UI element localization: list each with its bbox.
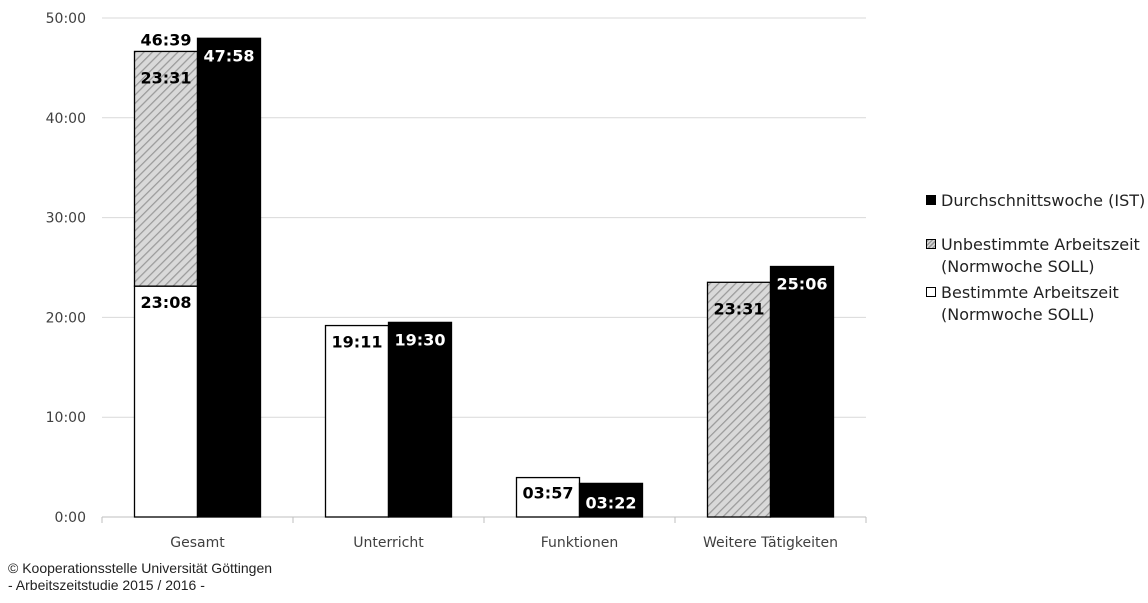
- bar-ist: [769, 265, 835, 518]
- legend-swatch-unbestimmt: [926, 239, 936, 249]
- legend-label-unbestimmt-line1: Unbestimmte Arbeitszeit: [941, 235, 1140, 254]
- bar-chart: 0:00 10:00 20:00 30:00 40:00 50:00 23:08 23:31…: [46, 11, 867, 551]
- data-label-bestimmt: 03:57: [523, 484, 574, 503]
- data-label-total: 46:39: [141, 30, 192, 49]
- x-category-label: Unterricht: [353, 535, 424, 551]
- legend-item-bestimmt: Bestimmte Arbeitszeit (Normwoche SOLL): [926, 282, 1148, 326]
- legend-label-bestimmt: Bestimmte Arbeitszeit (Normwoche SOLL): [941, 282, 1119, 326]
- data-labels: 23:08 23:31 47:58 19:11 19:30 03:57 03:22 23:31…: [141, 30, 828, 512]
- y-axis-ticks: 0:00 10:00 20:00 30:00 40:00 50:00: [46, 11, 86, 526]
- x-category-label: Weitere Tätigkeiten: [703, 535, 838, 551]
- y-tick-label: 30:00: [46, 211, 86, 227]
- data-label-ist: 03:22: [586, 493, 637, 512]
- legend-swatch-bestimmt: [926, 287, 936, 297]
- study-line: - Arbeitszeitstudie 2015 / 2016 -: [8, 577, 205, 593]
- data-label-bestimmt: 23:08: [141, 293, 192, 312]
- bar-ist: [578, 482, 644, 518]
- bar-ist: [196, 37, 262, 518]
- legend-label-bestimmt-line2: (Normwoche SOLL): [941, 305, 1095, 324]
- data-label-unbestimmt: 23:31: [714, 299, 765, 318]
- legend-item-ist: Durchschnittswoche (IST): [926, 190, 1148, 212]
- legend-item-unbestimmt: Unbestimmte Arbeitszeit (Normwoche SOLL): [926, 234, 1148, 278]
- data-label-ist: 47:58: [204, 46, 255, 65]
- bar-bestimmt: [133, 285, 199, 518]
- x-category-label: Funktionen: [541, 535, 618, 551]
- bar-bestimmt: [324, 324, 390, 518]
- legend-swatch-ist: [926, 195, 936, 205]
- bar-unbestimmt: [706, 281, 772, 518]
- data-label-ist: 25:06: [777, 275, 828, 294]
- data-label-bestimmt: 19:11: [332, 333, 383, 352]
- bar-unbestimmt: [133, 50, 199, 287]
- y-tick-label: 0:00: [55, 510, 86, 526]
- x-axis-categories: Gesamt Unterricht Funktionen Weitere Tätigk…: [170, 535, 838, 551]
- bar-ist: [387, 321, 453, 518]
- data-label-unbestimmt: 23:31: [141, 68, 192, 87]
- legend: Durchschnittswoche (IST) Unbestimmte Arb…: [926, 190, 1148, 348]
- y-tick-label: 40:00: [46, 111, 86, 127]
- data-label-ist: 19:30: [395, 330, 446, 349]
- y-tick-label: 50:00: [46, 11, 86, 27]
- x-category-label: Gesamt: [170, 535, 225, 551]
- bars: [133, 37, 835, 518]
- legend-label-ist: Durchschnittswoche (IST): [941, 191, 1146, 210]
- y-tick-label: 20:00: [46, 310, 86, 326]
- legend-label-unbestimmt: Unbestimmte Arbeitszeit (Normwoche SOLL): [941, 234, 1140, 278]
- bar-bestimmt: [515, 476, 581, 518]
- legend-label-unbestimmt-line2: (Normwoche SOLL): [941, 257, 1095, 276]
- copyright-footer: © Kooperationsstelle Universität Götting…: [8, 560, 272, 594]
- legend-label-bestimmt-line1: Bestimmte Arbeitszeit: [941, 283, 1119, 302]
- copyright-line: © Kooperationsstelle Universität Götting…: [8, 560, 273, 576]
- y-tick-label: 10:00: [46, 410, 86, 426]
